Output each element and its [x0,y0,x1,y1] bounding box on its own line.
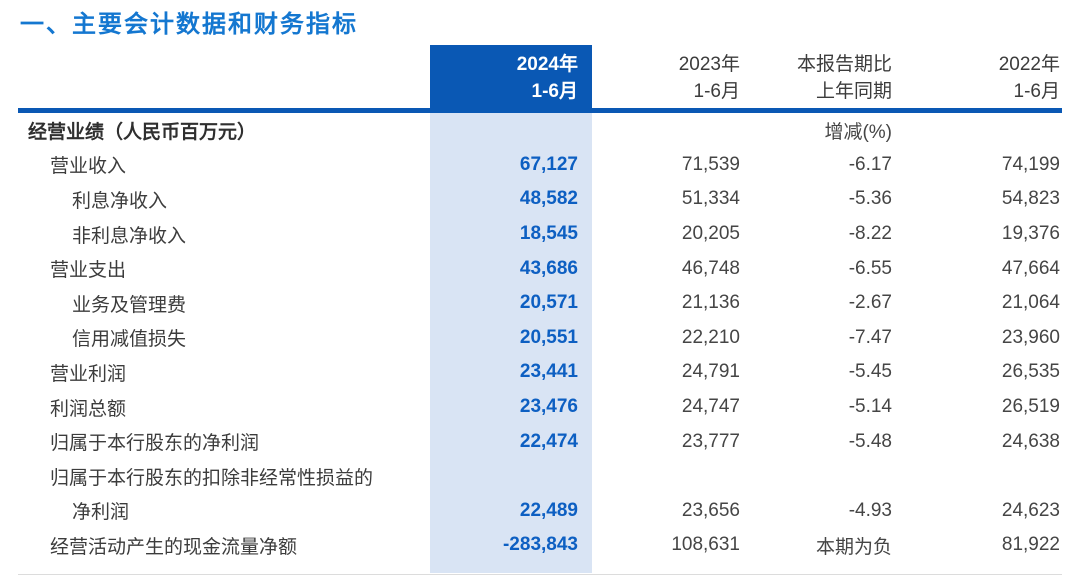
cell-change-value: -2.67 [848,292,892,314]
table-body: 经营业绩（人民币百万元） 增减(%) 营业收入 67,127 71,539 -6… [18,113,1060,563]
cell-2023-value: 21,136 [681,292,740,314]
table-row: 经营业绩（人民币百万元） 增减(%) [18,113,1060,148]
cell-label: 归属于本行股东的扣除非经常性损益的 [50,467,374,489]
table-row: 营业收入 67,127 71,539 -6.17 74,199 [18,148,1060,183]
cell-change-value: -5.45 [848,361,892,383]
highlight-header-cell [430,45,592,113]
cell-change-value: 本期为负 [815,536,892,558]
header-col-change-line2: 上年同期 [815,80,892,102]
cell-2024-value: 18,545 [519,223,578,245]
cell-2023-value: 23,656 [681,499,740,521]
cell-2022-value: 47,664 [1001,257,1060,279]
table-row: 营业支出 43,686 46,748 -6.55 47,664 [18,251,1060,286]
cell-2024-value: 23,441 [519,361,578,383]
cell-label: 归属于本行股东的净利润 [50,433,260,455]
cell-2022-value: 23,960 [1001,326,1060,348]
cell-2022-value: 54,823 [1001,188,1060,210]
header-col-2023-line1: 2023年 [678,53,740,75]
cell-2023-value: 24,791 [681,361,740,383]
cell-2023-value: 23,777 [681,430,740,452]
cell-label: 营业利润 [50,363,127,385]
cell-2023-value: 46,748 [681,257,740,279]
cell-2022-value: 26,535 [1001,361,1060,383]
cell-label: 利润总额 [50,398,127,420]
cell-2022-value: 19,376 [1001,223,1060,245]
cell-2022-value: 24,623 [1001,499,1060,521]
header-col-2024: 2024年 1-6月 [412,45,592,108]
cell-2022-value: 74,199 [1001,153,1060,175]
cell-label: 非利息净收入 [72,225,187,247]
cell-2023-value: 51,334 [681,188,740,210]
table-row: 营业利润 23,441 24,791 -5.45 26,535 [18,355,1060,390]
header-col-2023: 2023年 1-6月 [592,45,740,108]
table-row: 净利润 22,489 23,656 -4.93 24,623 [18,494,1060,529]
cell-change-value: -4.93 [848,499,892,521]
cell-label: 营业支出 [50,260,127,282]
cell-2024-value: 20,571 [519,292,578,314]
table-row: 利润总额 23,476 24,747 -5.14 26,519 [18,390,1060,425]
header-col-2024-line2: 1-6月 [531,80,578,102]
cell-2024-value: 43,686 [519,257,578,279]
table-row: 信用减值损失 20,551 22,210 -7.47 23,960 [18,321,1060,356]
cell-label: 经营业绩（人民币百万元） [28,121,257,143]
cell-2024-value: 20,551 [519,326,578,348]
table-row: 经营活动产生的现金流量净额 -283,843 108,631 本期为负 81,9… [18,528,1060,563]
table-row: 非利息净收入 18,545 20,205 -8.22 19,376 [18,217,1060,252]
cell-change-value: 增减(%) [824,121,892,143]
cell-2023-value: 24,747 [681,396,740,418]
cell-label: 净利润 [72,502,130,524]
bottom-rule [18,574,1062,575]
cell-2023-value: 20,205 [681,223,740,245]
header-col-2022-line2: 1-6月 [1013,80,1060,102]
header-col-change-line1: 本报告期比 [796,53,892,75]
cell-2022-value: 81,922 [1001,534,1060,556]
page-title: 一、主要会计数据和财务指标 [20,11,358,38]
header-col-2022-line1: 2022年 [998,53,1060,75]
table-row: 归属于本行股东的净利润 22,474 23,777 -5.48 24,638 [18,424,1060,459]
cell-label: 信用减值损失 [72,329,187,351]
header-col-2022: 2022年 1-6月 [892,45,1060,108]
table-row: 业务及管理费 20,571 21,136 -2.67 21,064 [18,286,1060,321]
cell-change-value: -8.22 [848,223,892,245]
cell-2024-value: 23,476 [519,396,578,418]
header-spacer [18,45,412,108]
cell-2022-value: 21,064 [1001,292,1060,314]
cell-2024-value: 22,474 [519,430,578,452]
cell-2024-value: -283,843 [502,534,578,556]
header-col-2023-line2: 1-6月 [693,80,740,102]
table-row: 归属于本行股东的扣除非经常性损益的 [18,459,1060,494]
highlight-column [430,113,592,573]
cell-2024-value: 48,582 [519,188,578,210]
header-rule [18,108,1062,113]
cell-2023-value: 22,210 [681,326,740,348]
cell-change-value: -5.36 [848,188,892,210]
cell-label: 利息净收入 [72,190,168,212]
cell-2022-value: 24,638 [1001,430,1060,452]
table-header-row: 2024年 1-6月 2023年 1-6月 本报告期比 上年同期 2022年 1… [18,45,1060,108]
cell-change-value: -6.17 [848,153,892,175]
cell-2024-value: 67,127 [519,153,578,175]
header-col-change: 本报告期比 上年同期 [740,45,892,108]
header-col-2024-line1: 2024年 [516,53,578,75]
cell-2023-value: 71,539 [681,153,740,175]
table-row: 利息净收入 48,582 51,334 -5.36 54,823 [18,182,1060,217]
cell-2024-value: 22,489 [519,499,578,521]
cell-change-value: -5.14 [848,396,892,418]
cell-change-value: -6.55 [848,257,892,279]
cell-2022-value: 26,519 [1001,396,1060,418]
cell-label: 营业收入 [50,156,127,178]
cell-2023-value: 108,631 [671,534,740,556]
cell-change-value: -5.48 [848,430,892,452]
cell-label: 业务及管理费 [72,294,187,316]
cell-change-value: -7.47 [848,326,892,348]
cell-label: 经营活动产生的现金流量净额 [50,536,298,558]
financial-indicators-table: 2024年 1-6月 2023年 1-6月 本报告期比 上年同期 2022年 1… [18,45,1062,579]
